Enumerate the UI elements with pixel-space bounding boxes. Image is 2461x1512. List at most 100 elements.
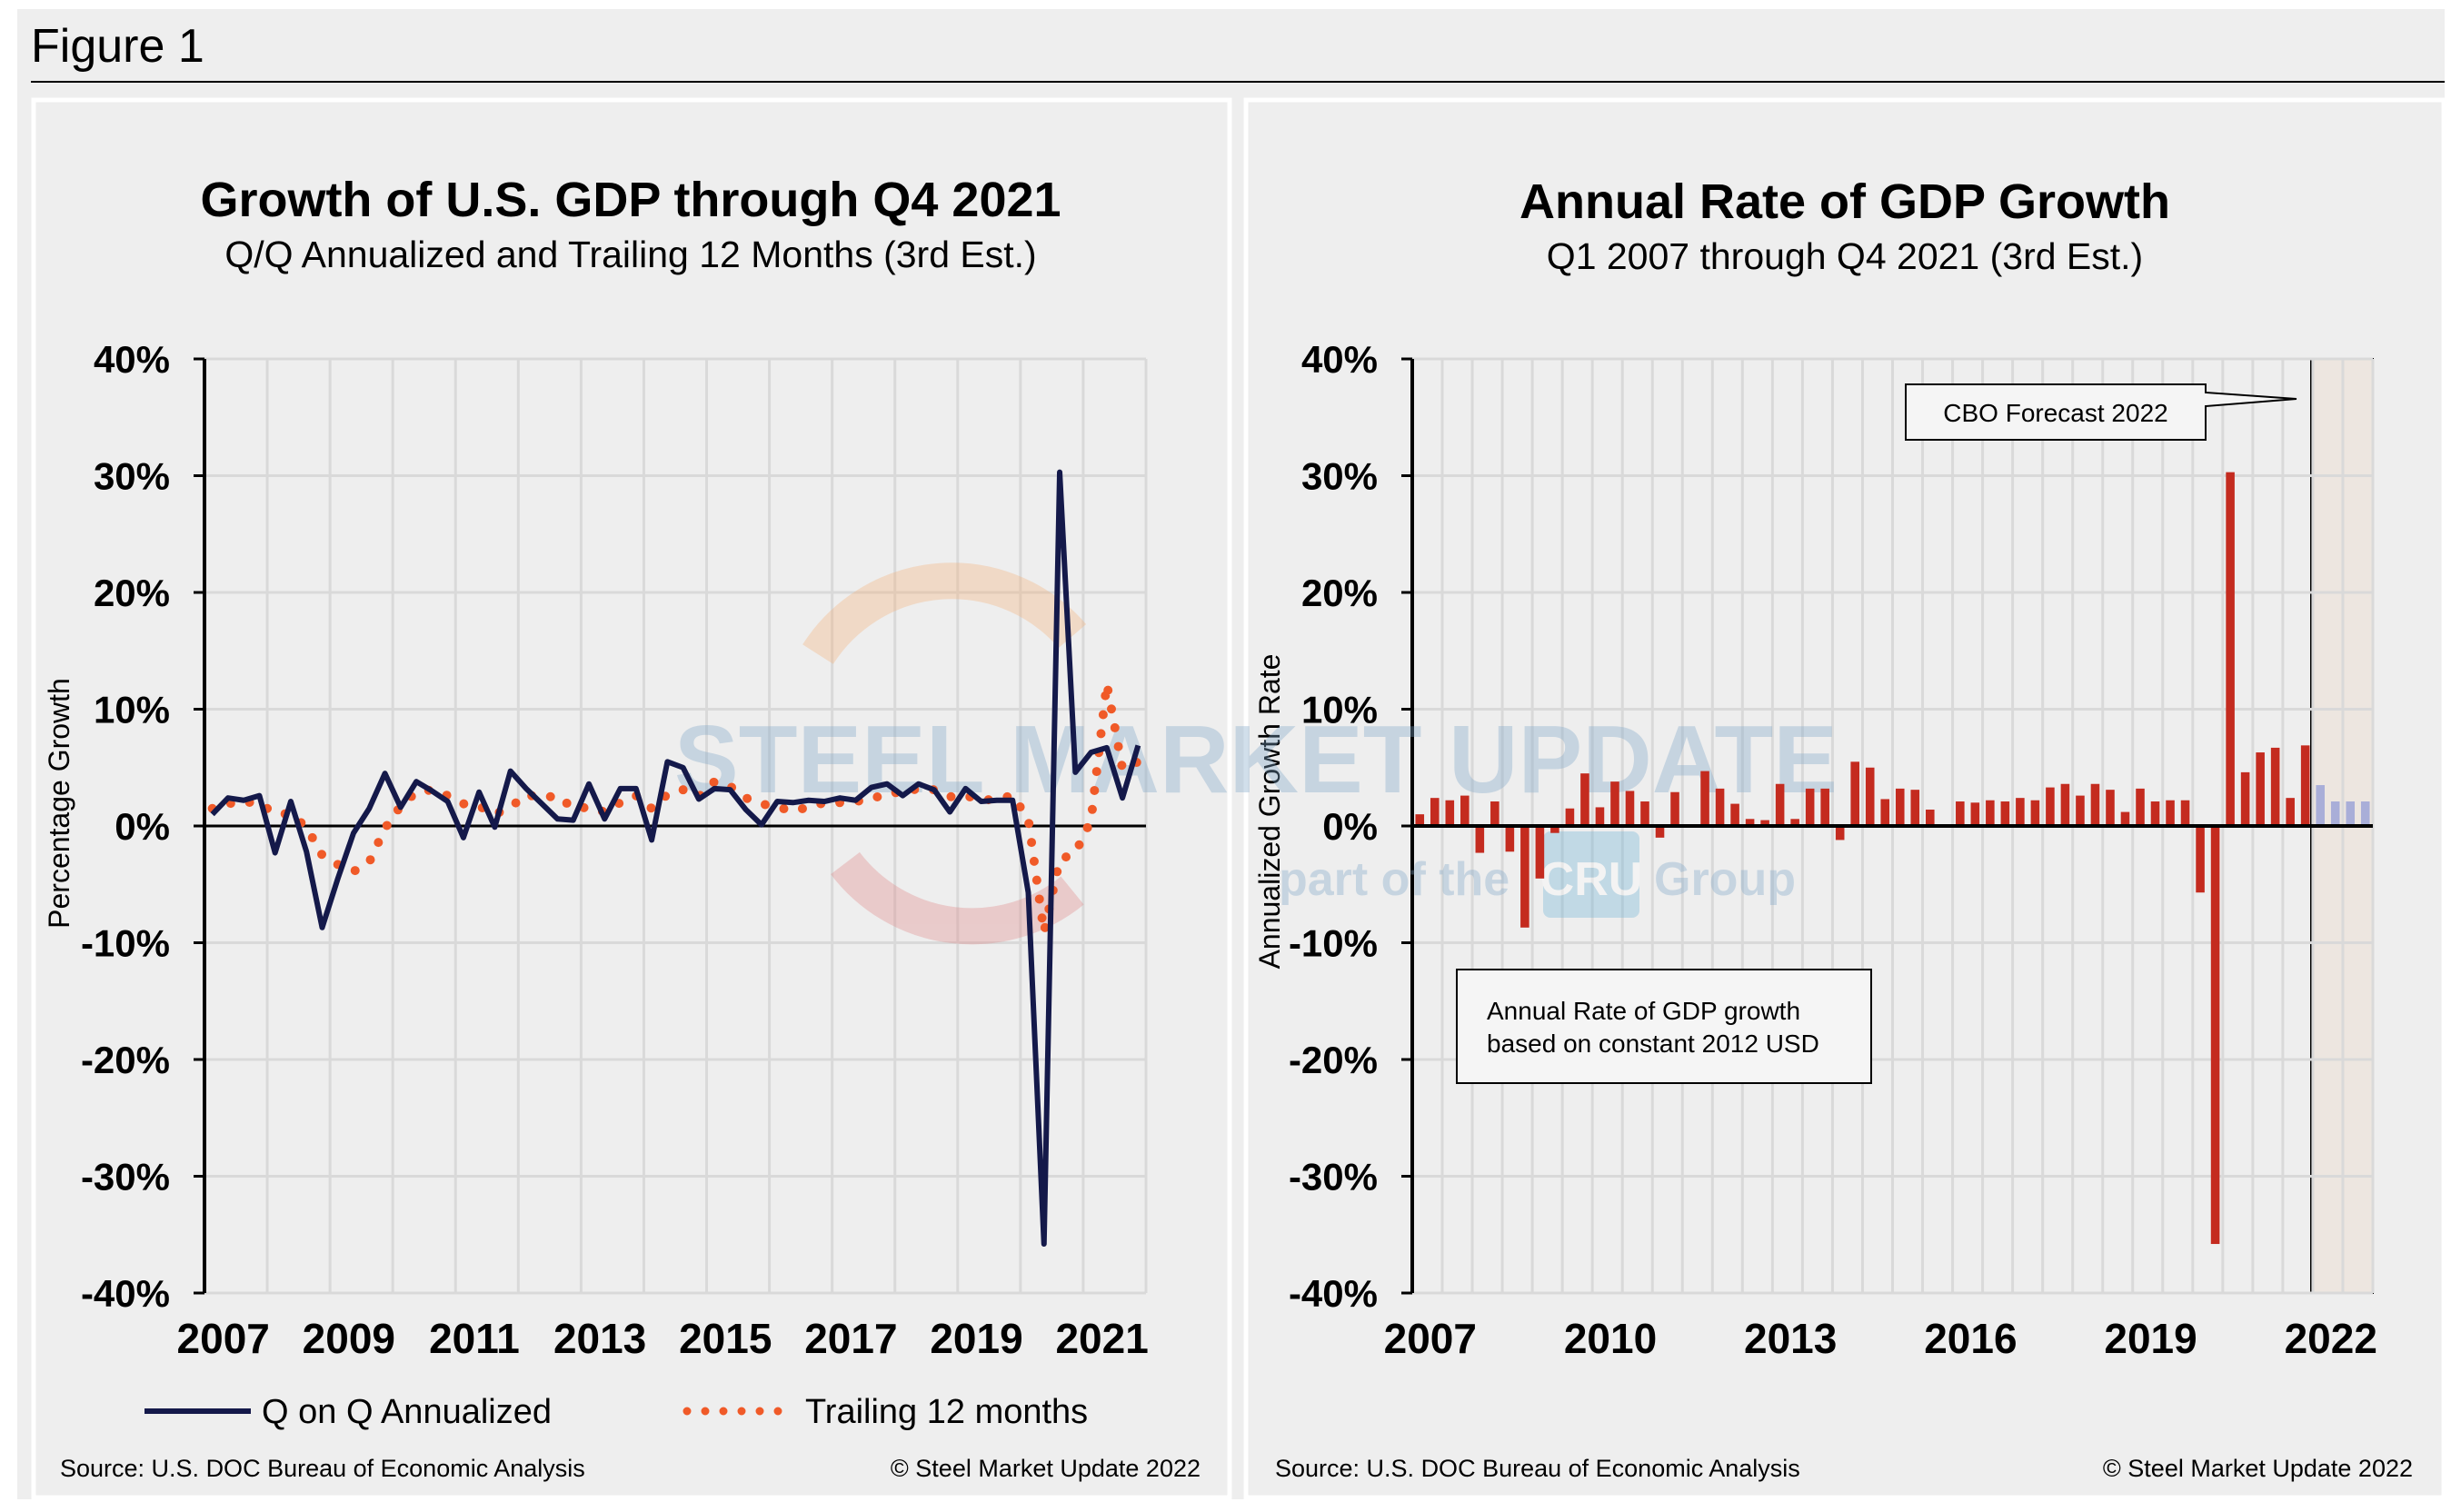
gdp-bar — [1506, 826, 1515, 851]
x-tick-label: 2007 — [177, 1315, 270, 1362]
gdp-bar — [1986, 801, 1995, 826]
y-tick-label: 30% — [94, 455, 170, 498]
gdp-bar — [2166, 801, 2175, 826]
y-tick-label: 40% — [1301, 338, 1378, 381]
gdp-bar — [2226, 472, 2235, 826]
y-tick-label: -30% — [1289, 1156, 1378, 1199]
gdp-bar — [1956, 801, 1965, 826]
gdp-bar — [2121, 812, 2130, 826]
gdp-bar — [2091, 784, 2100, 826]
gdp-bar — [1971, 802, 1980, 826]
right-source: Source: U.S. DOC Bureau of Economic Anal… — [1275, 1455, 1800, 1482]
note-box — [1457, 970, 1871, 1083]
gdp-bar — [2256, 752, 2265, 826]
left-copyright: © Steel Market Update 2022 — [891, 1455, 1201, 1482]
gdp-bar — [1896, 789, 1905, 826]
gdp-bar — [1716, 789, 1725, 826]
gdp-bar — [2016, 798, 2025, 826]
y-tick-label: -20% — [81, 1039, 170, 1081]
gdp-bar — [1640, 801, 1649, 826]
y-tick-label: 20% — [94, 572, 170, 614]
note-line-2: based on constant 2012 USD — [1487, 1030, 1819, 1058]
gdp-bar — [2271, 748, 2280, 826]
right-chart-subtitle: Q1 2007 through Q4 2021 (3rd Est.) — [1547, 235, 2143, 277]
y-tick-label: 10% — [94, 689, 170, 731]
gdp-bar — [2211, 826, 2220, 1244]
gdp-bar — [1730, 804, 1739, 826]
x-tick-label: 2013 — [1744, 1315, 1837, 1362]
left-chart-subtitle: Q/Q Annualized and Trailing 12 Months (3… — [224, 234, 1036, 275]
gdp-bar — [2286, 798, 2295, 826]
right-copyright: © Steel Market Update 2022 — [2103, 1455, 2413, 1482]
note-line-1: Annual Rate of GDP growth — [1487, 997, 1800, 1025]
watermark-cru-logo: CRU — [1540, 853, 1643, 906]
x-tick-label: 2007 — [1384, 1315, 1477, 1362]
gdp-bar — [2181, 801, 2190, 826]
x-tick-label: 2013 — [553, 1315, 646, 1362]
gdp-bar — [2106, 790, 2115, 826]
gdp-bar — [1490, 801, 1500, 826]
y-tick-label: -30% — [81, 1156, 170, 1199]
gdp-bar — [1445, 801, 1454, 826]
forecast-callout: CBO Forecast 2022 — [1943, 399, 2167, 427]
x-tick-label: 2019 — [2104, 1315, 2197, 1362]
forecast-bar — [2361, 801, 2370, 826]
gdp-bar — [1596, 807, 1605, 826]
watermark-tagline-pre: part of the — [1279, 853, 1509, 906]
gdp-bar — [1610, 781, 1619, 826]
y-tick-label: 0% — [115, 805, 170, 848]
gdp-bar — [1700, 771, 1709, 826]
figure-label: Figure 1 — [31, 20, 204, 73]
gdp-bar — [2151, 801, 2160, 826]
x-tick-label: 2019 — [930, 1315, 1022, 1362]
x-tick-label: 2009 — [303, 1315, 395, 1362]
y-tick-label: -10% — [1289, 922, 1378, 965]
x-tick-label: 2017 — [804, 1315, 897, 1362]
gdp-bar — [2136, 789, 2145, 826]
gdp-bar — [1430, 798, 1440, 826]
gdp-bar — [1820, 789, 1829, 826]
gdp-bar — [1566, 809, 1575, 826]
x-tick-label: 2022 — [2285, 1315, 2377, 1362]
gdp-bar — [1476, 826, 1485, 853]
left-chart-title: Growth of U.S. GDP through Q4 2021 — [200, 173, 1061, 227]
legend-label-qoq: Q on Q Annualized — [262, 1393, 552, 1431]
y-tick-label: -40% — [81, 1272, 170, 1315]
watermark-tagline-post: Group — [1654, 853, 1796, 906]
gdp-bar — [2076, 796, 2085, 826]
y-tick-label: 20% — [1301, 572, 1378, 614]
x-tick-label: 2021 — [1055, 1315, 1148, 1362]
left-y-axis-label: Percentage Growth — [43, 678, 75, 929]
x-tick-label: 2016 — [1924, 1315, 2017, 1362]
y-tick-label: -10% — [81, 922, 170, 965]
left-source: Source: U.S. DOC Bureau of Economic Anal… — [60, 1455, 585, 1482]
gdp-bar — [2196, 826, 2205, 892]
gdp-bar — [2031, 801, 2040, 826]
y-tick-label: -40% — [1289, 1272, 1378, 1315]
gdp-bar — [1806, 789, 1815, 826]
right-chart-title: Annual Rate of GDP Growth — [1519, 174, 2170, 229]
y-tick-label: -20% — [1289, 1039, 1378, 1081]
forecast-bar — [2316, 785, 2325, 826]
forecast-bar — [2346, 801, 2355, 826]
legend-label-trailing: Trailing 12 months — [805, 1393, 1088, 1431]
gdp-bar — [1776, 784, 1785, 826]
gdp-bar — [1670, 792, 1679, 826]
forecast-bar — [2331, 801, 2340, 826]
gdp-bar — [2301, 745, 2310, 826]
gdp-bar — [1880, 799, 1889, 826]
gdp-bar — [1910, 790, 1919, 826]
gdp-bar — [2061, 784, 2070, 826]
y-tick-label: 30% — [1301, 455, 1378, 498]
gdp-bar — [2001, 801, 2010, 826]
x-tick-label: 2010 — [1564, 1315, 1657, 1362]
gdp-bar — [1866, 768, 1875, 826]
gdp-bar — [1836, 826, 1845, 840]
gdp-bar — [1850, 761, 1859, 826]
gdp-bar — [1580, 773, 1589, 826]
gdp-bar — [1536, 826, 1545, 879]
gdp-bar — [2046, 788, 2055, 826]
gdp-bar — [1926, 810, 1935, 826]
gdp-bar — [2241, 772, 2250, 826]
